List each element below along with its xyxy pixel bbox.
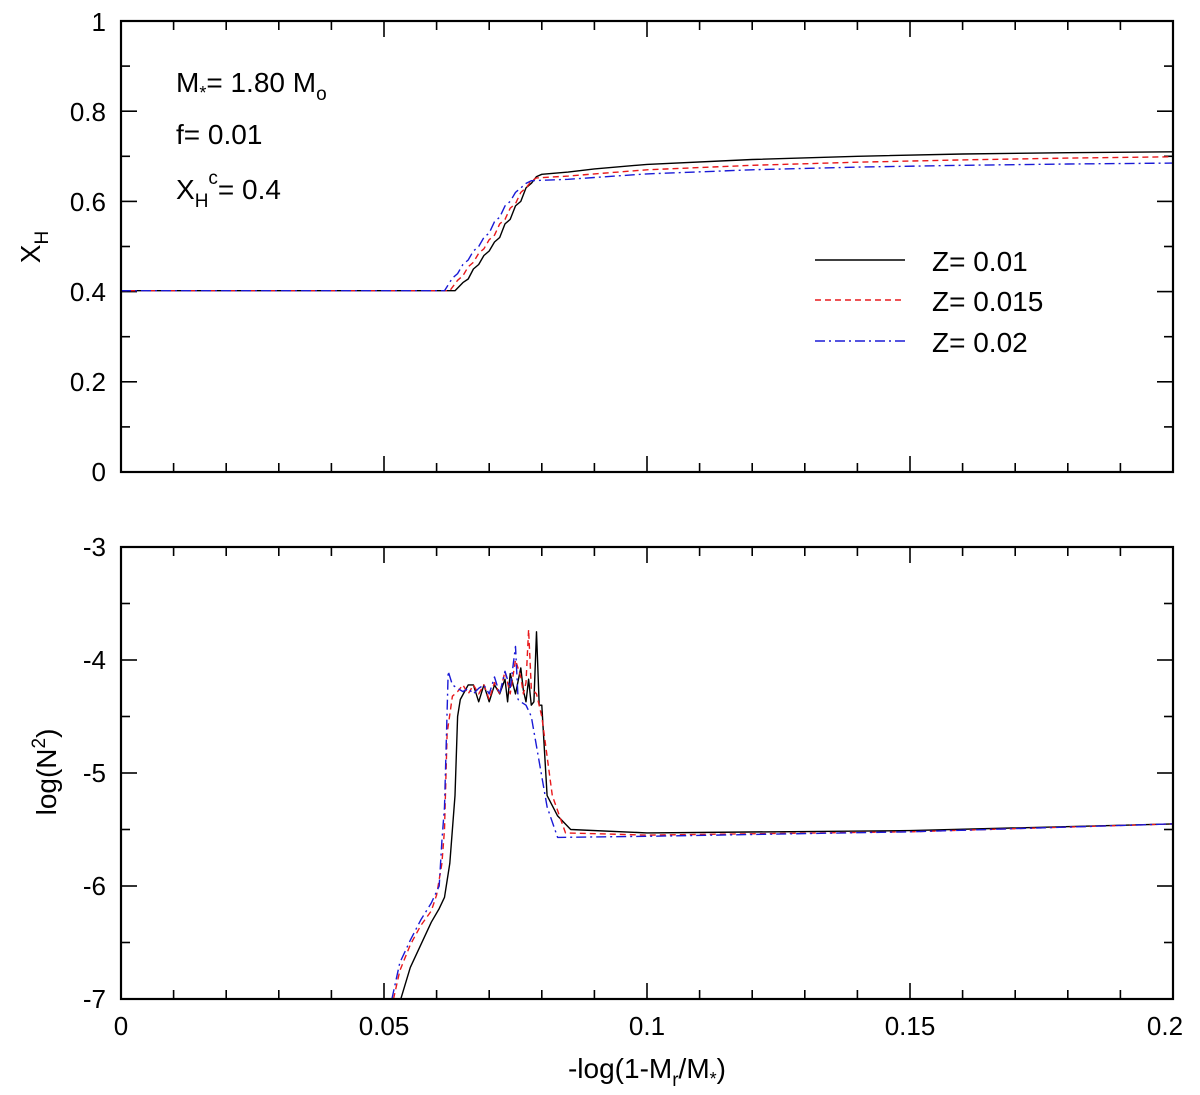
xtick-label: 0.2 bbox=[1147, 1011, 1183, 1041]
top-ytick-label: 0.8 bbox=[70, 97, 106, 127]
bottom-ytick-label: -6 bbox=[83, 871, 106, 901]
top-ytick-label: 0 bbox=[92, 457, 106, 487]
top-ylabel-main: X bbox=[15, 244, 46, 263]
bottom-curve-z0015 bbox=[392, 628, 1173, 999]
top-ytick-label: 1 bbox=[92, 7, 106, 37]
top-ylabel-sub: H bbox=[32, 231, 53, 245]
bottom-ytick-label: -7 bbox=[83, 984, 106, 1014]
xtick-label: 0.05 bbox=[359, 1011, 410, 1041]
legend: Z= 0.01 Z= 0.015 Z= 0.02 bbox=[815, 246, 1043, 358]
bottom-ylabel: log(N2) bbox=[29, 729, 62, 816]
bottom-ytick-label: -5 bbox=[83, 758, 106, 788]
bottom-curve-z001 bbox=[400, 631, 1173, 999]
bottom-curves bbox=[391, 628, 1173, 999]
bottom-ytick-label: -4 bbox=[83, 645, 106, 675]
annotation-mass: M*= 1.80 Mo bbox=[176, 67, 327, 105]
xtick-label: 0.15 bbox=[885, 1011, 936, 1041]
bottom-plot-frame bbox=[119, 545, 1175, 1001]
top-curves bbox=[121, 151, 1174, 292]
bottom-curve-z002 bbox=[391, 645, 1173, 999]
xlabel: -log(1-Mr/M*) bbox=[568, 1053, 726, 1091]
bottom-ytick-label: -3 bbox=[83, 532, 106, 562]
top-ytick-label: 0.6 bbox=[70, 187, 106, 217]
annotation-overshoot: f= 0.01 bbox=[176, 119, 262, 150]
top-ticks bbox=[120, 20, 1174, 473]
top-ytick-label: 0.4 bbox=[70, 277, 106, 307]
xtick-label: 0.1 bbox=[629, 1011, 665, 1041]
bottom-ticks bbox=[120, 546, 1174, 1000]
svg-text:log(N2): log(N2) bbox=[29, 729, 62, 816]
top-curve-z001 bbox=[121, 151, 1174, 292]
legend-label-z002: Z= 0.02 bbox=[932, 327, 1028, 358]
legend-label-z0015: Z= 0.015 bbox=[932, 286, 1043, 317]
svg-text:XH: XH bbox=[15, 231, 53, 263]
top-curve-z0015 bbox=[121, 156, 1174, 292]
legend-label-z001: Z= 0.01 bbox=[932, 246, 1028, 277]
annotation-central-hydrogen: XHc= 0.4 bbox=[176, 168, 281, 212]
bottom-panel: -7 -6 -5 -4 -3 0 0.05 0.1 0.15 0.2 log(N… bbox=[29, 532, 1183, 1091]
top-ytick-label: 0.2 bbox=[70, 367, 106, 397]
top-plot-frame bbox=[119, 19, 1175, 474]
xtick-label: 0 bbox=[114, 1011, 128, 1041]
top-panel: 0 0.2 0.4 0.6 0.8 1 XH M*= 1.80 Mo f= 0.… bbox=[15, 7, 1175, 487]
top-ylabel: XH bbox=[15, 231, 53, 263]
